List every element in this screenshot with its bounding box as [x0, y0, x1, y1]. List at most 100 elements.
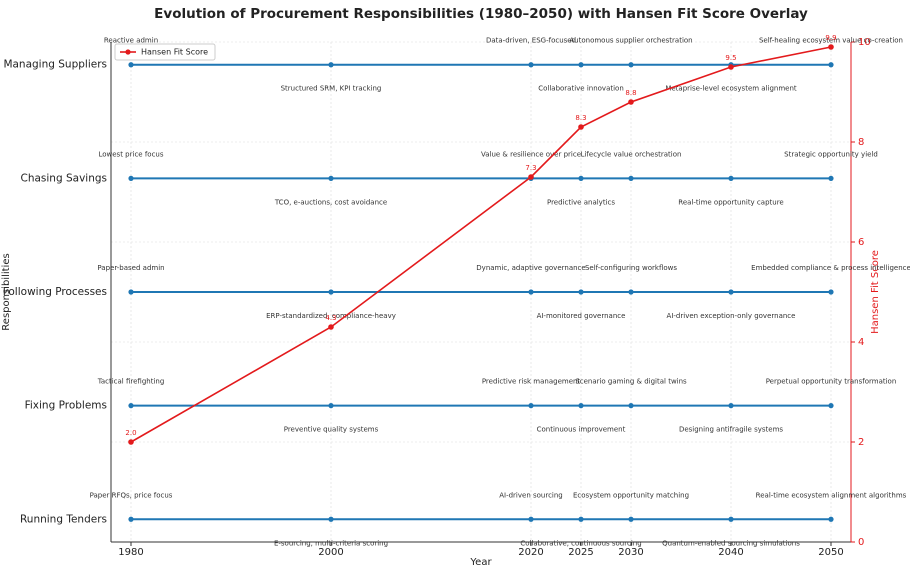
row-point: [128, 175, 134, 181]
annotation: Reactive admin: [104, 37, 158, 45]
row-point: [128, 516, 134, 522]
score-point: [528, 174, 534, 180]
y2-axis-label: Hansen Fit Score: [870, 250, 881, 334]
row-point: [628, 516, 634, 522]
y2-tick-label: 4: [858, 337, 864, 348]
row-point: [328, 403, 334, 409]
y2-tick-label: 0: [858, 537, 864, 548]
row-point: [828, 403, 834, 409]
row-point: [628, 403, 634, 409]
value-label: 2.0: [125, 429, 136, 437]
annotation: Self-configuring workflows: [585, 264, 677, 272]
value-label: 7.3: [525, 164, 536, 172]
annotation: Quantum-enabled sourcing simulations: [662, 539, 800, 547]
x-tick-label: 2020: [518, 547, 543, 558]
row-point: [328, 62, 334, 68]
row-point: [128, 289, 134, 295]
row-point: [528, 289, 534, 295]
annotation: Dynamic, adaptive governance: [476, 264, 585, 272]
row-point: [728, 516, 734, 522]
annotation: Preventive quality systems: [284, 426, 379, 434]
row-point: [828, 175, 834, 181]
annotation: Autonomous supplier orchestration: [569, 37, 692, 45]
row-point: [528, 62, 534, 68]
annotation: AI-driven exception-only governance: [667, 312, 796, 320]
annotation: Tactical firefighting: [97, 378, 165, 386]
x-tick-label: 2050: [818, 547, 843, 558]
row-point: [578, 516, 584, 522]
row-point: [578, 403, 584, 409]
row-point: [728, 175, 734, 181]
annotation: Real-time opportunity capture: [678, 198, 783, 206]
annotation: Paper-based admin: [97, 264, 164, 272]
annotation: Structured SRM, KPI tracking: [281, 85, 382, 93]
score-point: [628, 99, 634, 105]
annotation: Metaprise-level ecosystem alignment: [665, 85, 797, 93]
row-label: Chasing Savings: [21, 172, 108, 184]
annotation: AI-driven sourcing: [499, 491, 563, 499]
annotation: Predictive analytics: [547, 198, 615, 206]
x-tick-label: 2040: [718, 547, 743, 558]
row-point: [128, 62, 134, 68]
annotation: AI-monitored governance: [537, 312, 626, 320]
row-point: [328, 289, 334, 295]
row-label: Following Processes: [3, 286, 107, 298]
annotation: Collaborative innovation: [538, 85, 624, 93]
x-tick-label: 1980: [118, 547, 143, 558]
annotation: Self-healing ecosystem value co-creation: [759, 37, 903, 45]
score-point: [828, 44, 834, 50]
annotation: Paper RFQs, price focus: [90, 491, 173, 499]
y-axis-label: Responsibilities: [1, 253, 12, 330]
y2-tick-label: 2: [858, 437, 864, 448]
annotation: Lifecycle value orchestration: [581, 150, 682, 158]
annotation: E-sourcing, multi-criteria scoring: [274, 539, 388, 547]
annotation: Value & resilience over price: [481, 150, 581, 158]
legend-marker: [125, 49, 131, 55]
x-tick-label: 2025: [568, 547, 593, 558]
y2-tick-label: 8: [858, 137, 864, 148]
row-point: [828, 289, 834, 295]
x-tick-label: 2030: [618, 547, 643, 558]
row-point: [578, 175, 584, 181]
annotation: Data-driven, ESG-focused: [486, 37, 576, 45]
row-label: Managing Suppliers: [3, 59, 107, 71]
row-point: [578, 289, 584, 295]
annotation: TCO, e-auctions, cost avoidance: [274, 198, 387, 206]
row-label: Running Tenders: [20, 513, 107, 525]
score-point: [328, 324, 334, 330]
value-label: 8.3: [575, 114, 586, 122]
chart-title: Evolution of Procurement Responsibilitie…: [154, 6, 808, 22]
annotation: Predictive risk management: [482, 378, 581, 386]
row-point: [728, 289, 734, 295]
row-point: [628, 175, 634, 181]
value-label: 4.3: [325, 314, 336, 322]
annotation: Scenario gaming & digital twins: [575, 378, 687, 386]
y2-tick-label: 10: [858, 37, 871, 48]
score-point: [728, 64, 734, 70]
score-point: [128, 439, 134, 445]
annotation: Embedded compliance & process intelligen…: [751, 264, 910, 272]
annotation: Lowest price focus: [98, 150, 163, 158]
row-point: [628, 289, 634, 295]
annotation: Strategic opportunity yield: [784, 150, 878, 158]
row-point: [578, 62, 584, 68]
legend-box: [114, 43, 216, 61]
x-tick-label: 2000: [318, 547, 343, 558]
row-point: [328, 175, 334, 181]
legend-label: Hansen Fit Score: [141, 48, 208, 57]
row-label: Fixing Problems: [25, 400, 107, 412]
row-point: [728, 403, 734, 409]
row-point: [128, 403, 134, 409]
annotation: Collaborative, continuous sourcing: [520, 539, 641, 547]
row-point: [528, 403, 534, 409]
value-label: 8.8: [625, 89, 636, 97]
annotation: ERP-standardized, compliance-heavy: [266, 312, 396, 320]
row-point: [328, 516, 334, 522]
row-point: [528, 516, 534, 522]
x-axis-label: Year: [469, 557, 492, 568]
annotation: Continuous improvement: [537, 426, 626, 434]
annotation: Designing antifragile systems: [679, 426, 783, 434]
annotation: Perpetual opportunity transformation: [766, 378, 897, 386]
